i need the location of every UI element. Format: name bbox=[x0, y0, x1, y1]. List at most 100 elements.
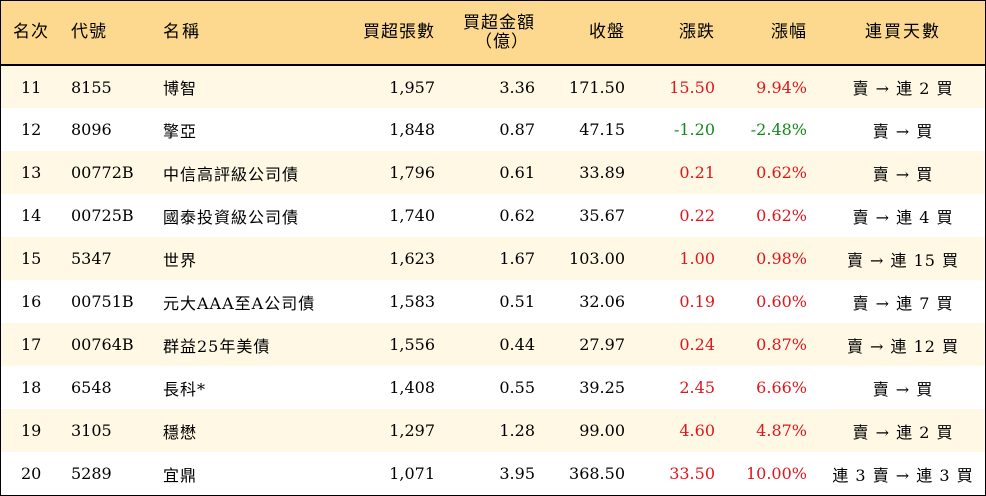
name-cell: 元大AAA至A公司債 bbox=[163, 293, 316, 313]
close-cell: 368.50 bbox=[569, 464, 625, 483]
header-net-buy-amount: 買超金額 （億） bbox=[449, 1, 549, 66]
change-pct-cell: 10.00% bbox=[745, 464, 807, 483]
net-buy-amount-cell: 0.51 bbox=[499, 292, 535, 311]
table-row: 12 8096 擎亞 1,848 0.87 47.15 -1.20 -2.48% 賣 → 買 bbox=[1, 108, 985, 151]
table-row: 17 00764B 群益25年美債 1,556 0.44 27.97 0.24 0.87% 賣 … bbox=[1, 323, 985, 366]
net-buy-lots-cell: 1,623 bbox=[389, 249, 435, 268]
header-change: 漲跌 bbox=[639, 1, 729, 66]
net-buy-lots-cell: 1,408 bbox=[389, 378, 435, 397]
consecutive-days-cell: 賣 → 買 bbox=[872, 379, 934, 399]
change-pct-cell: 0.87% bbox=[756, 335, 807, 354]
change-cell: -1.20 bbox=[673, 120, 715, 139]
rank-cell: 16 bbox=[21, 292, 42, 311]
rank-cell: 13 bbox=[21, 163, 42, 182]
change-cell: 1.00 bbox=[679, 249, 715, 268]
change-pct-cell: 6.66% bbox=[756, 378, 807, 397]
code-cell: 5347 bbox=[71, 249, 112, 268]
name-cell: 宜鼎 bbox=[163, 465, 198, 485]
close-cell: 39.25 bbox=[579, 378, 625, 397]
name-cell: 群益25年美債 bbox=[163, 336, 271, 356]
rank-cell: 12 bbox=[21, 120, 42, 139]
code-cell: 00764B bbox=[71, 335, 134, 354]
change-cell: 15.50 bbox=[669, 77, 715, 97]
net-buy-lots-cell: 1,740 bbox=[389, 206, 435, 225]
change-cell: 0.19 bbox=[679, 292, 715, 311]
header-change-pct: 漲幅 bbox=[729, 1, 821, 66]
change-cell: 33.50 bbox=[669, 464, 715, 483]
header-consecutive-days: 連買天數 bbox=[821, 1, 985, 66]
consecutive-days-cell: 賣 → 連 4 買 bbox=[852, 207, 954, 227]
code-cell: 3105 bbox=[71, 421, 112, 440]
rank-cell: 19 bbox=[21, 421, 42, 440]
code-cell: 00725B bbox=[71, 206, 134, 225]
change-pct-cell: 0.60% bbox=[756, 292, 807, 311]
close-cell: 33.89 bbox=[579, 163, 625, 182]
rank-cell: 20 bbox=[21, 464, 42, 483]
net-buy-lots-cell: 1,297 bbox=[389, 421, 435, 440]
name-cell: 博智 bbox=[163, 79, 198, 98]
close-cell: 35.67 bbox=[579, 206, 625, 225]
net-buy-lots-cell: 1,796 bbox=[389, 163, 435, 182]
change-cell: 0.22 bbox=[679, 206, 715, 225]
change-cell: 2.45 bbox=[679, 378, 715, 397]
net-buy-amount-cell: 0.61 bbox=[499, 163, 535, 182]
header-net-buy-amount-unit: （億） bbox=[475, 31, 529, 52]
table-row: 20 5289 宜鼎 1,071 3.95 368.50 33.50 10.00% 連 3 賣 … bbox=[1, 452, 985, 495]
net-buy-lots-cell: 1,583 bbox=[389, 292, 435, 311]
table-row: 19 3105 穩懋 1,297 1.28 99.00 4.60 4.87% 賣 → 連 2 買 bbox=[1, 409, 985, 452]
name-cell: 世界 bbox=[163, 250, 198, 270]
change-pct-cell: 0.62% bbox=[756, 163, 807, 182]
net-buy-lots-cell: 1,848 bbox=[389, 120, 435, 139]
table-row: 18 6548 長科* 1,408 0.55 39.25 2.45 6.66% 賣 → 買 bbox=[1, 366, 985, 409]
close-cell: 171.50 bbox=[569, 77, 625, 97]
name-cell: 中信高評級公司債 bbox=[163, 164, 300, 184]
rank-cell: 15 bbox=[21, 249, 42, 268]
net-buy-amount-cell: 0.87 bbox=[499, 120, 535, 139]
table-row: 13 00772B 中信高評級公司債 1,796 0.61 33.89 0.21 0.62% 賣… bbox=[1, 151, 985, 194]
name-cell: 長科* bbox=[163, 379, 207, 399]
consecutive-days-cell: 賣 → 連 2 買 bbox=[852, 422, 954, 442]
consecutive-days-cell: 賣 → 連 15 買 bbox=[846, 250, 960, 270]
rank-cell: 18 bbox=[21, 378, 42, 397]
table-row: 14 00725B 國泰投資級公司債 1,740 0.62 35.67 0.22 0.62% 賣… bbox=[1, 194, 985, 237]
change-pct-cell: -2.48% bbox=[750, 120, 807, 139]
close-cell: 27.97 bbox=[579, 335, 625, 354]
change-cell: 0.21 bbox=[679, 163, 715, 182]
consecutive-days-cell: 賣 → 連 12 買 bbox=[846, 336, 960, 356]
consecutive-days-cell: 賣 → 連 2 買 bbox=[852, 79, 954, 98]
rank-cell: 11 bbox=[21, 77, 42, 97]
name-cell: 國泰投資級公司債 bbox=[163, 207, 300, 227]
close-cell: 103.00 bbox=[569, 249, 625, 268]
code-cell: 00751B bbox=[71, 292, 134, 311]
header-rank: 名次 bbox=[1, 1, 63, 66]
change-pct-cell: 4.87% bbox=[756, 421, 807, 440]
code-cell: 8155 bbox=[71, 77, 112, 97]
net-buy-amount-cell: 1.67 bbox=[499, 249, 535, 268]
rank-cell: 17 bbox=[21, 335, 42, 354]
header-close: 收盤 bbox=[549, 1, 639, 66]
code-cell: 00772B bbox=[71, 163, 134, 182]
change-cell: 4.60 bbox=[679, 421, 715, 440]
code-cell: 6548 bbox=[71, 378, 112, 397]
table-row: 11 8155 博智 1,957 3.36 171.50 15.50 9.94% 賣 → 連 2… bbox=[1, 65, 985, 108]
code-cell: 5289 bbox=[71, 464, 112, 483]
close-cell: 99.00 bbox=[579, 421, 625, 440]
net-buy-lots-cell: 1,556 bbox=[389, 335, 435, 354]
change-pct-cell: 0.62% bbox=[756, 206, 807, 225]
code-cell: 8096 bbox=[71, 120, 112, 139]
consecutive-days-cell: 賣 → 連 7 買 bbox=[852, 293, 954, 313]
header-name: 名稱 bbox=[147, 1, 343, 66]
net-buy-amount-cell: 0.62 bbox=[499, 206, 535, 225]
net-buy-lots-cell: 1,957 bbox=[389, 77, 435, 97]
change-pct-cell: 9.94% bbox=[756, 77, 807, 97]
change-pct-cell: 0.98% bbox=[756, 249, 807, 268]
change-cell: 0.24 bbox=[679, 335, 715, 354]
consecutive-days-cell: 賣 → 買 bbox=[872, 121, 934, 141]
net-buy-amount-cell: 0.55 bbox=[499, 378, 535, 397]
rank-cell: 14 bbox=[21, 206, 42, 225]
consecutive-days-cell: 連 3 賣 → 連 3 買 bbox=[832, 465, 974, 485]
table-row: 15 5347 世界 1,623 1.67 103.00 1.00 0.98% 賣 → 連 15… bbox=[1, 237, 985, 280]
consecutive-days-cell: 賣 → 買 bbox=[872, 164, 934, 184]
